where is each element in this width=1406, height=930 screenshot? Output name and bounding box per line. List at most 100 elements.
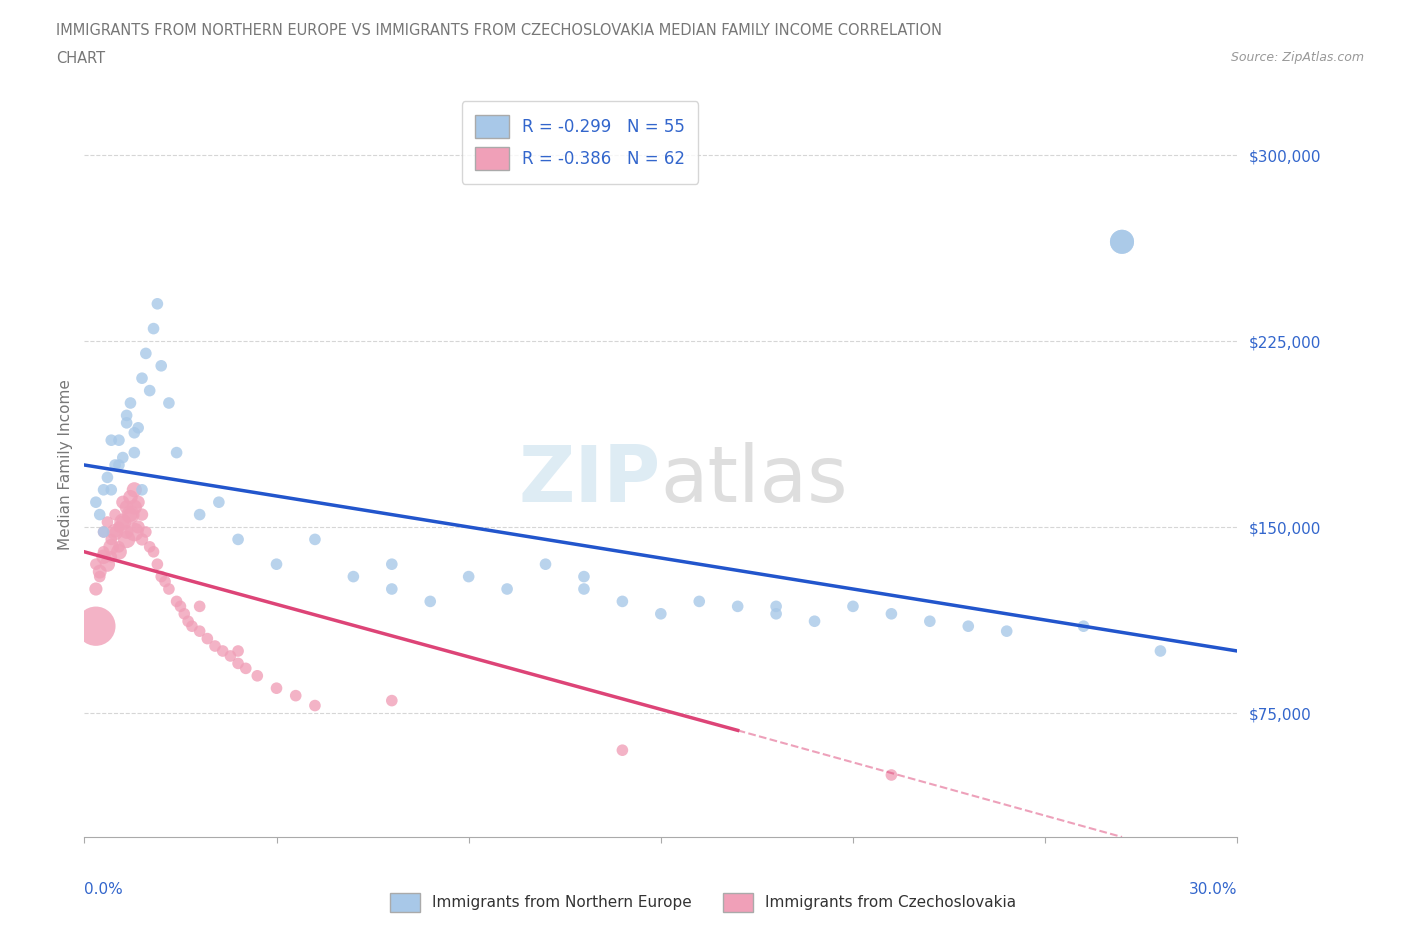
Legend: R = -0.299   N = 55, R = -0.386   N = 62: R = -0.299 N = 55, R = -0.386 N = 62	[463, 101, 699, 183]
Point	[84, 557, 107, 572]
Point	[246, 669, 269, 684]
Point	[195, 631, 218, 646]
Point	[226, 532, 249, 547]
Point	[111, 514, 134, 529]
Point	[146, 297, 169, 312]
Point	[124, 483, 146, 498]
Point	[124, 445, 146, 460]
Text: ZIP: ZIP	[519, 442, 661, 518]
Point	[765, 606, 787, 621]
Point	[457, 569, 479, 584]
Point	[131, 532, 153, 547]
Point	[153, 574, 176, 589]
Point	[146, 557, 169, 572]
Point	[124, 525, 146, 539]
Point	[100, 539, 122, 554]
Point	[150, 358, 173, 373]
Point	[100, 550, 122, 565]
Point	[304, 532, 326, 547]
Point	[381, 557, 404, 572]
Point	[157, 581, 180, 596]
Point	[84, 581, 107, 596]
Point	[115, 408, 138, 423]
Point	[115, 499, 138, 514]
Point	[534, 557, 557, 572]
Point	[127, 520, 149, 535]
Point	[127, 420, 149, 435]
Point	[120, 395, 142, 410]
Point	[89, 507, 111, 522]
Point	[650, 606, 672, 621]
Point	[496, 581, 519, 596]
Point	[765, 599, 787, 614]
Point	[880, 767, 903, 782]
Text: atlas: atlas	[661, 442, 848, 518]
Point	[842, 599, 865, 614]
Point	[104, 458, 127, 472]
Point	[108, 458, 131, 472]
Point	[1111, 234, 1133, 249]
Point	[89, 569, 111, 584]
Point	[957, 618, 980, 633]
Point	[120, 507, 142, 522]
Point	[111, 450, 134, 465]
Point	[131, 507, 153, 522]
Point	[995, 624, 1018, 639]
Point	[115, 532, 138, 547]
Point	[100, 532, 122, 547]
Point	[226, 644, 249, 658]
Point	[142, 544, 165, 559]
Point	[727, 599, 749, 614]
Point	[188, 624, 211, 639]
Point	[115, 525, 138, 539]
Point	[169, 599, 191, 614]
Text: Source: ZipAtlas.com: Source: ZipAtlas.com	[1230, 51, 1364, 64]
Point	[124, 425, 146, 440]
Point	[127, 495, 149, 510]
Point	[84, 495, 107, 510]
Point	[572, 581, 595, 596]
Point	[131, 371, 153, 386]
Point	[612, 594, 634, 609]
Point	[304, 698, 326, 713]
Point	[381, 693, 404, 708]
Point	[612, 743, 634, 758]
Point	[226, 656, 249, 671]
Text: CHART: CHART	[56, 51, 105, 66]
Point	[177, 614, 200, 629]
Point	[157, 395, 180, 410]
Point	[235, 661, 257, 676]
Point	[1149, 644, 1171, 658]
Point	[138, 539, 160, 554]
Point	[111, 514, 134, 529]
Point	[96, 514, 118, 529]
Point	[111, 495, 134, 510]
Point	[108, 432, 131, 447]
Point	[96, 470, 118, 485]
Point	[381, 581, 404, 596]
Point	[342, 569, 364, 584]
Point	[150, 569, 173, 584]
Point	[688, 594, 710, 609]
Point	[803, 614, 825, 629]
Point	[1111, 234, 1133, 249]
Point	[138, 383, 160, 398]
Point	[181, 618, 204, 633]
Point	[219, 648, 242, 663]
Point	[135, 346, 157, 361]
Point	[93, 483, 115, 498]
Point	[93, 544, 115, 559]
Point	[120, 490, 142, 505]
Point	[124, 499, 146, 514]
Point	[93, 525, 115, 539]
Point	[108, 544, 131, 559]
Point	[115, 416, 138, 431]
Legend: Immigrants from Northern Europe, Immigrants from Czechoslovakia: Immigrants from Northern Europe, Immigra…	[384, 887, 1022, 918]
Point	[208, 495, 231, 510]
Point	[100, 432, 122, 447]
Point	[96, 557, 118, 572]
Point	[104, 507, 127, 522]
Point	[188, 599, 211, 614]
Point	[131, 483, 153, 498]
Point	[135, 525, 157, 539]
